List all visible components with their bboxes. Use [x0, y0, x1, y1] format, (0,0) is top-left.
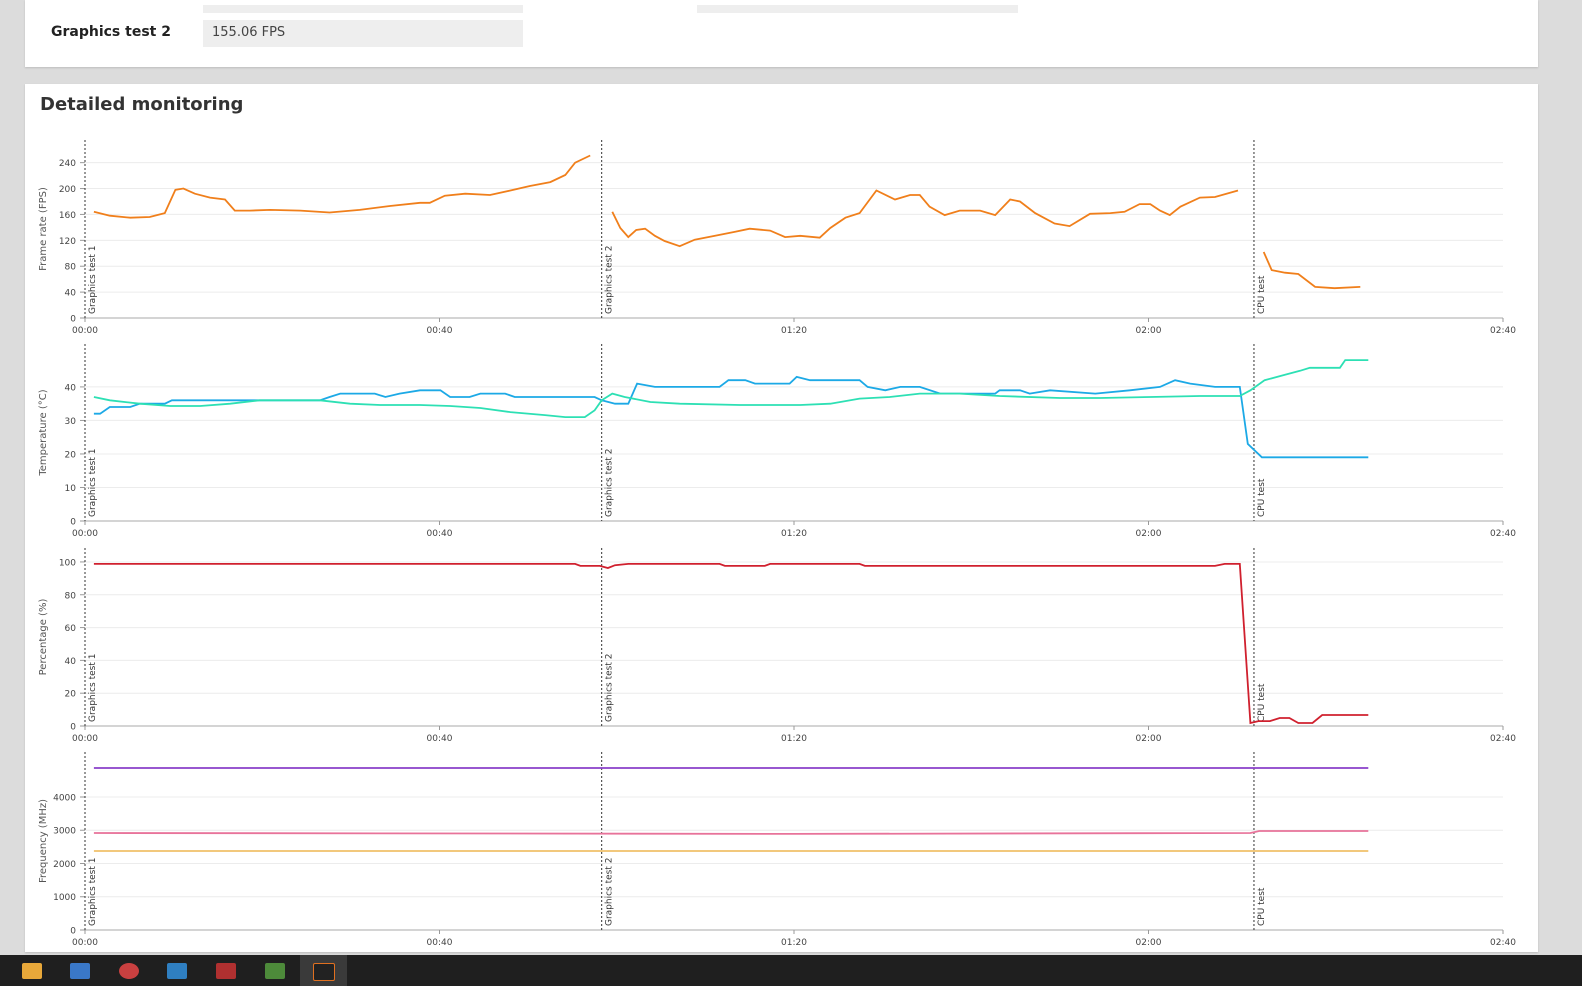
marker-label: Graphics test 1 — [88, 449, 98, 517]
x-tick-label: 01:20 — [781, 529, 807, 539]
x-tick-label: 02:40 — [1490, 938, 1516, 948]
y-tick-label: 60 — [65, 624, 77, 634]
x-tick-label: 01:20 — [781, 938, 807, 948]
marker-label: CPU test — [1257, 683, 1267, 722]
y-tick-label: 0 — [70, 315, 76, 325]
app-icon[interactable] — [167, 963, 187, 979]
app-icon[interactable] — [216, 963, 236, 979]
y-axis-label: Percentage (%) — [38, 599, 49, 676]
marker-label: Graphics test 1 — [88, 654, 98, 722]
marker-label: CPU test — [1257, 275, 1267, 314]
app-icon[interactable] — [70, 963, 90, 979]
summary-field: 155.06 FPS — [203, 20, 523, 47]
y-axis-label: Frequency (MHz) — [38, 799, 49, 883]
x-tick-label: 00:00 — [72, 326, 98, 336]
y-tick-label: 80 — [65, 263, 77, 273]
x-tick-label: 01:20 — [781, 326, 807, 336]
x-tick-label: 02:40 — [1490, 734, 1516, 744]
x-tick-label: 02:00 — [1136, 938, 1162, 948]
y-tick-label: 4000 — [53, 793, 76, 803]
monitoring-card: Detailed monitoring — [25, 84, 1538, 952]
y-tick-label: 0 — [70, 927, 76, 937]
x-tick-label: 00:40 — [427, 326, 453, 336]
x-tick-label: 02:00 — [1136, 326, 1162, 336]
x-tick-label: 00:00 — [72, 734, 98, 744]
marker-label: Graphics test 1 — [88, 246, 98, 314]
app-icon[interactable] — [119, 963, 139, 979]
summary-card: Graphics test 2 155.06 FPS — [25, 0, 1538, 67]
summary-label: Graphics test 2 — [51, 24, 171, 40]
series-line — [93, 830, 1369, 835]
section-title: Detailed monitoring — [40, 94, 244, 115]
series-line — [93, 154, 1361, 290]
y-tick-label: 1000 — [53, 893, 76, 903]
y-tick-label: 40 — [65, 383, 77, 393]
y-tick-label: 2000 — [53, 860, 76, 870]
field — [203, 5, 523, 13]
y-axis-label: Frame rate (FPS) — [38, 187, 49, 271]
y-tick-label: 20 — [65, 690, 77, 700]
y-tick-label: 160 — [59, 211, 76, 221]
y-tick-label: 30 — [65, 417, 77, 427]
x-tick-label: 00:40 — [427, 938, 453, 948]
y-tick-label: 200 — [59, 185, 76, 195]
field — [697, 5, 1018, 13]
summary-value: 155.06 FPS — [212, 25, 286, 40]
x-tick-label: 02:00 — [1136, 734, 1162, 744]
series-line — [93, 359, 1369, 418]
y-tick-label: 240 — [59, 159, 76, 169]
x-tick-label: 00:00 — [72, 938, 98, 948]
x-tick-label: 00:00 — [72, 529, 98, 539]
y-tick-label: 10 — [65, 484, 77, 494]
marker-label: Graphics test 2 — [605, 246, 615, 314]
taskbar — [0, 955, 1582, 986]
marker-label: Graphics test 2 — [605, 449, 615, 517]
app-icon[interactable] — [22, 963, 42, 979]
x-tick-label: 00:40 — [427, 734, 453, 744]
x-tick-label: 02:00 — [1136, 529, 1162, 539]
marker-label: CPU test — [1257, 478, 1267, 517]
y-tick-label: 120 — [59, 237, 76, 247]
series-line — [93, 563, 1369, 725]
y-tick-label: 0 — [70, 518, 76, 528]
marker-label: CPU test — [1257, 887, 1267, 926]
y-axis-label: Temperature (°C) — [38, 389, 49, 476]
y-tick-label: 3000 — [53, 827, 76, 837]
marker-label: Graphics test 1 — [88, 858, 98, 926]
marker-label: Graphics test 2 — [605, 654, 615, 722]
y-tick-label: 40 — [65, 289, 77, 299]
app-icon[interactable] — [265, 963, 285, 979]
y-tick-label: 100 — [59, 558, 76, 568]
marker-label: Graphics test 2 — [605, 858, 615, 926]
x-tick-label: 00:40 — [427, 529, 453, 539]
app-icon[interactable] — [313, 963, 335, 981]
y-tick-label: 20 — [65, 450, 77, 460]
x-tick-label: 02:40 — [1490, 326, 1516, 336]
x-tick-label: 01:20 — [781, 734, 807, 744]
y-tick-label: 0 — [70, 723, 76, 733]
y-tick-label: 40 — [65, 657, 77, 667]
x-tick-label: 02:40 — [1490, 529, 1516, 539]
y-tick-label: 80 — [65, 591, 77, 601]
series-line — [93, 375, 1369, 459]
